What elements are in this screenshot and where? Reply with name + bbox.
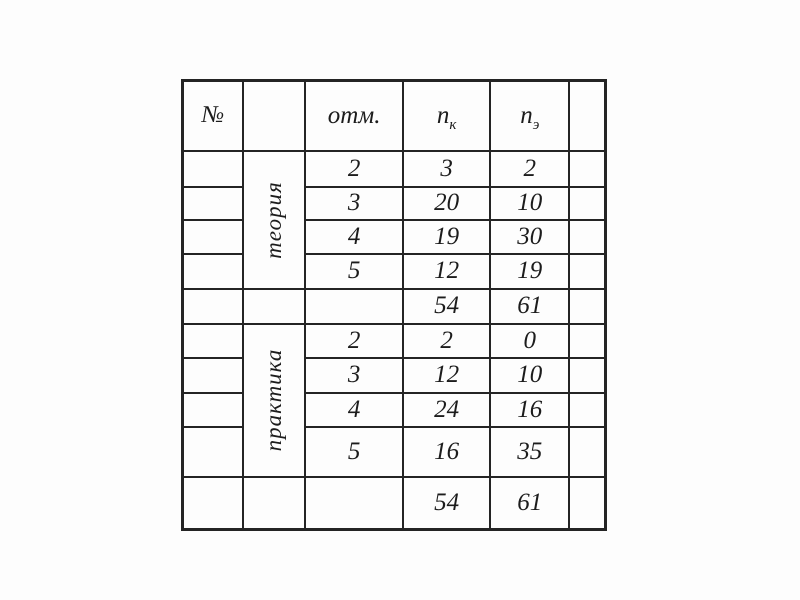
header-cell-number: № — [181, 79, 244, 152]
section-label-practice: практика — [261, 348, 287, 452]
ne-cell: 30 — [489, 218, 571, 255]
cropped-column-cell — [568, 287, 607, 325]
number-cell — [181, 356, 244, 394]
grade-cell: 2 — [304, 149, 404, 188]
nk-cell: 19 — [401, 218, 492, 255]
ne-cell: 0 — [489, 322, 571, 359]
grades-table: № отм. nк nэ теория 2 3 2 3 20 10 4 19 — [181, 79, 607, 531]
cropped-column-cell — [568, 252, 607, 290]
nk-cell: 12 — [401, 356, 492, 394]
totals-row-practice: 54 61 — [181, 475, 607, 531]
grade-cell: 3 — [304, 185, 404, 221]
grade-cell: 4 — [304, 391, 404, 428]
table-row: практика 2 2 0 — [181, 322, 607, 478]
totals-row-theory: 54 61 — [181, 287, 607, 325]
table-row: 4 19 30 — [181, 218, 607, 255]
nk-subscript: к — [449, 116, 457, 133]
ne-total-cell: 61 — [489, 287, 571, 325]
nk-cell: 20 — [401, 185, 492, 221]
ne-cell: 35 — [489, 425, 571, 478]
empty-grade-cell — [304, 475, 404, 531]
nk-cell: 3 — [401, 149, 492, 188]
table-row: 4 24 16 — [181, 391, 607, 428]
ne-cell: 10 — [489, 185, 571, 221]
ne-base: n — [520, 101, 533, 129]
ne-cell: 16 — [489, 391, 571, 428]
cropped-column-cell — [568, 149, 607, 188]
grade-cell: 2 — [304, 322, 404, 359]
ne-cell: 10 — [489, 356, 571, 394]
grades-table-container: № отм. nк nэ теория 2 3 2 3 20 10 4 19 — [181, 79, 607, 541]
ne-total-cell: 61 — [489, 475, 571, 531]
ne-cell: 19 — [489, 252, 571, 290]
cropped-column-cell — [568, 356, 607, 394]
grade-cell: 3 — [304, 356, 404, 394]
cropped-column-cell — [568, 79, 607, 152]
section-cell-theory: теория — [241, 149, 307, 290]
empty-section-cell — [241, 475, 307, 531]
nk-total-cell: 54 — [401, 287, 492, 325]
ne-cell: 2 — [489, 149, 571, 188]
nk-base: n — [436, 101, 450, 129]
grade-cell: 5 — [304, 252, 404, 290]
empty-section-cell — [241, 287, 307, 325]
number-cell — [181, 185, 244, 221]
section-cell-practice: практика — [241, 322, 307, 478]
number-cell — [181, 252, 244, 290]
cropped-column-cell — [568, 185, 607, 221]
table-row: 3 20 10 — [181, 185, 607, 221]
header-cell-ne: nэ — [489, 79, 571, 152]
number-cell — [181, 425, 244, 478]
grade-cell: 5 — [304, 425, 404, 478]
number-cell — [181, 475, 244, 531]
table-row: 5 16 35 — [181, 425, 607, 478]
nk-cell: 24 — [401, 391, 492, 428]
nk-cell: 12 — [401, 252, 492, 290]
table-row: 3 12 10 — [181, 356, 607, 394]
nk-cell: 16 — [401, 425, 492, 478]
cropped-column-cell — [568, 475, 607, 531]
nk-cell: 2 — [401, 322, 492, 359]
number-cell — [181, 391, 244, 428]
header-cell-otm: отм. — [304, 79, 404, 152]
number-cell — [181, 218, 244, 255]
number-cell — [181, 149, 244, 188]
number-cell — [181, 287, 244, 325]
header-cell-group — [241, 79, 307, 152]
cropped-column-cell — [568, 218, 607, 255]
number-cell — [181, 322, 244, 359]
cropped-column-cell — [568, 425, 607, 478]
cropped-column-cell — [568, 391, 607, 428]
ne-subscript: э — [532, 116, 540, 133]
grade-cell: 4 — [304, 218, 404, 255]
header-row: № отм. nк nэ — [181, 79, 607, 152]
table-row: теория 2 3 2 — [181, 149, 607, 290]
header-cell-nk: nк — [401, 79, 492, 152]
empty-grade-cell — [304, 287, 404, 325]
section-label-theory: теория — [261, 180, 287, 259]
nk-total-cell: 54 — [401, 475, 492, 531]
table-row: 5 12 19 — [181, 252, 607, 290]
cropped-column-cell — [568, 322, 607, 359]
